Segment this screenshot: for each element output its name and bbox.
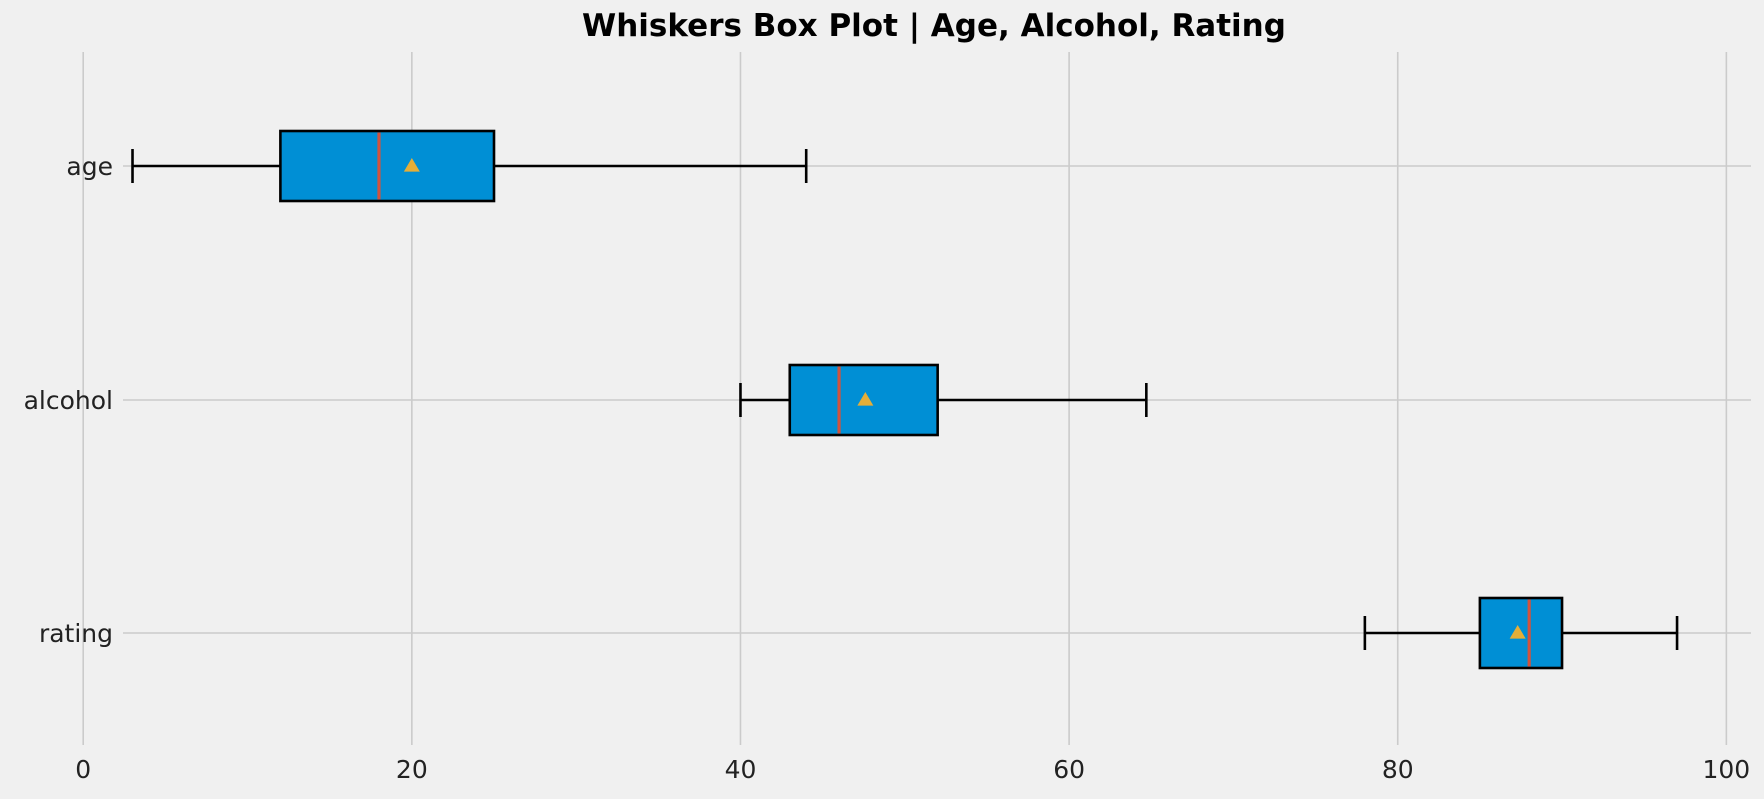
x-tick-label: 20 <box>396 755 428 784</box>
tick-layer: 0 20 40 60 80 100 age alcohol rating <box>24 152 1751 784</box>
x-tick-label: 0 <box>75 755 91 784</box>
x-tick-label: 80 <box>1382 755 1414 784</box>
mean-marker <box>1509 625 1526 639</box>
mean-marker <box>403 158 420 172</box>
y-tick-label-rating: rating <box>39 619 113 648</box>
iqr-box <box>279 129 496 203</box>
mean-marker <box>857 392 874 406</box>
box-rating <box>1363 596 1679 670</box>
chart-title: Whiskers Box Plot | Age, Alcohol, Rating <box>582 8 1286 44</box>
y-tick-label-age: age <box>66 152 113 181</box>
box-alcohol <box>739 363 1148 437</box>
x-tick-label: 40 <box>725 755 757 784</box>
y-tick-label-alcohol: alcohol <box>24 386 113 415</box>
x-tick-label: 100 <box>1702 755 1750 784</box>
box-layer <box>131 129 1679 670</box>
box-age <box>131 129 808 203</box>
x-tick-label: 60 <box>1053 755 1085 784</box>
